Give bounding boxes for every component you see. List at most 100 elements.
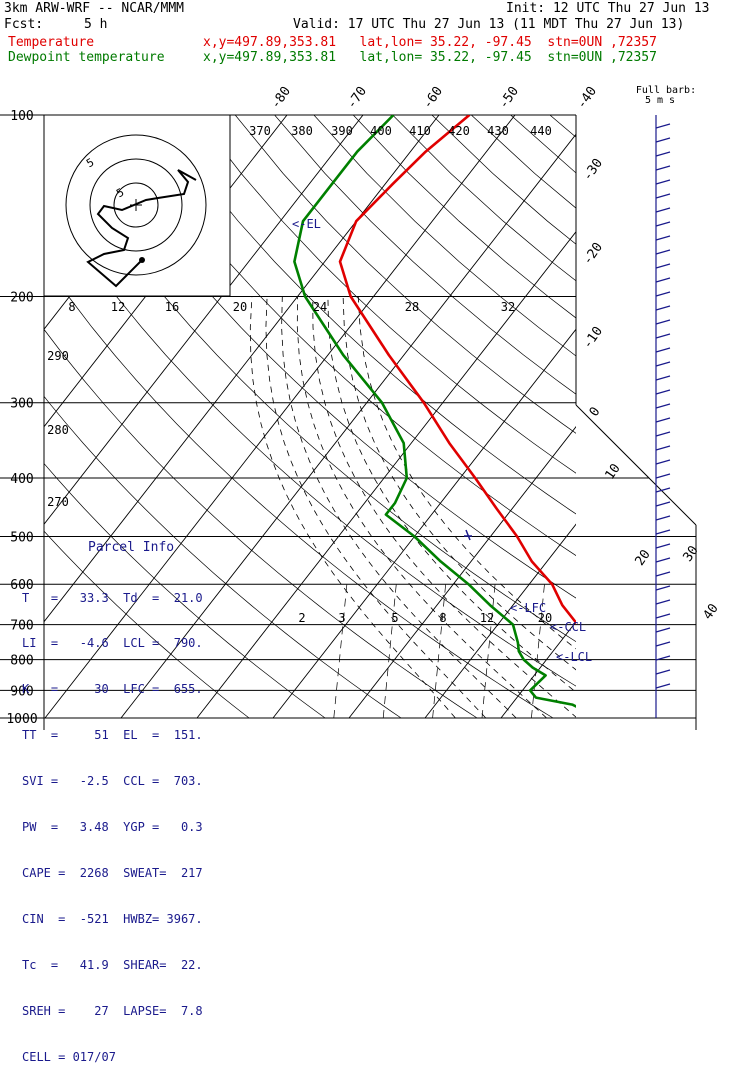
parcel-line: LI = -4.6 LCL = 790. bbox=[22, 636, 203, 651]
wind-barb bbox=[655, 305, 671, 311]
wind-barb bbox=[655, 585, 671, 591]
parcel-line: Tc = 41.9 SHEAR= 22. bbox=[22, 957, 203, 972]
temperature-tick-label: 10 bbox=[602, 461, 623, 482]
mixing-ratio-label: 16 bbox=[165, 300, 179, 314]
wind-barb bbox=[655, 529, 671, 535]
isotherm-line bbox=[500, 621, 576, 719]
wind-barb bbox=[655, 473, 671, 479]
temperature-tick-label: 20 bbox=[632, 547, 653, 568]
pressure-tick-label: 300 bbox=[10, 397, 33, 412]
dewpoint-location-info: x,y=497.89,353.81 lat,lon= 35.22, -97.45… bbox=[203, 50, 657, 65]
dry-adiabat-line bbox=[44, 192, 576, 687]
isotherm-line bbox=[348, 426, 576, 719]
theta-label: 390 bbox=[331, 124, 353, 138]
moist-adiabat-line bbox=[312, 296, 576, 718]
parcel-level-annotation: <-LCL bbox=[556, 650, 592, 664]
forecast-hours: 5 h bbox=[84, 17, 108, 32]
wind-barb bbox=[655, 291, 671, 297]
temperature-tick-label: -50 bbox=[496, 84, 522, 112]
moist-adiabat-line bbox=[281, 296, 517, 719]
wind-barb bbox=[655, 207, 671, 213]
dry-adiabat-line bbox=[44, 462, 326, 719]
dry-adiabat-line bbox=[589, 115, 740, 718]
dry-adiabat-line bbox=[77, 115, 576, 599]
wind-barb bbox=[655, 347, 671, 353]
dry-adiabat-line bbox=[116, 115, 576, 556]
parcel-line: CAPE = 2268 SWEAT= 217 bbox=[22, 865, 203, 880]
theta-label: 290 bbox=[47, 349, 69, 363]
temperature-tick-label: -10 bbox=[580, 324, 606, 352]
mixing-ratio-label: 5 bbox=[391, 611, 398, 625]
isotherm-line bbox=[272, 328, 576, 719]
parcel-line: CIN = -521 HWBZ= 3967. bbox=[22, 911, 203, 926]
forecast-label: Fcst: bbox=[4, 17, 44, 32]
dry-adiabat-line bbox=[313, 115, 576, 357]
theta-label: 380 bbox=[291, 124, 313, 138]
temperature-location-info: x,y=497.89,353.81 lat,lon= 35.22, -97.45… bbox=[203, 35, 657, 50]
dry-adiabat-line bbox=[234, 115, 576, 434]
temperature-tick-label: 30 bbox=[680, 543, 701, 564]
temperature-tick-label: 0 bbox=[587, 404, 604, 419]
theta-label: 370 bbox=[249, 124, 271, 138]
wind-barb bbox=[655, 361, 671, 367]
wind-barb bbox=[655, 193, 671, 199]
temperature-profile-line bbox=[338, 115, 576, 625]
wind-barb bbox=[655, 403, 671, 409]
wind-barb bbox=[655, 319, 671, 325]
dry-adiabat-line bbox=[629, 115, 740, 718]
mixing-ratio-label: 20 bbox=[233, 300, 247, 314]
dry-adiabat-line bbox=[44, 395, 402, 719]
barb-legend-unit: 5 m s bbox=[645, 95, 675, 106]
moist-adiabat-line bbox=[342, 296, 576, 671]
temperature-tick-label: -30 bbox=[580, 156, 606, 184]
theta-label: 280 bbox=[47, 423, 69, 437]
wind-barb bbox=[655, 599, 671, 605]
wind-barb bbox=[655, 179, 671, 185]
wind-barb bbox=[655, 669, 671, 675]
parcel-line: CELL = 017/07 bbox=[22, 1049, 116, 1064]
wind-barb bbox=[655, 641, 671, 647]
parcel-line: K = 30 LFC = 655. bbox=[22, 682, 203, 697]
mixing-ratio-label: 12 bbox=[111, 300, 125, 314]
wind-barb bbox=[655, 515, 671, 521]
wind-barb bbox=[655, 613, 671, 619]
wind-barb bbox=[655, 459, 671, 465]
mixing-ratio-label: 3 bbox=[338, 611, 345, 625]
wind-barb bbox=[655, 543, 671, 549]
dry-adiabat-line bbox=[156, 115, 576, 515]
dewpoint-profile-line bbox=[293, 115, 576, 708]
parcel-level-annotation: <-CCL bbox=[550, 620, 586, 634]
moist-adiabat-line bbox=[296, 296, 547, 719]
isotherm-line bbox=[729, 115, 740, 718]
wind-barb bbox=[655, 501, 671, 507]
valid-time: Valid: 17 UTC Thu 27 Jun 13 (11 MDT Thu … bbox=[293, 17, 685, 32]
wind-barb bbox=[655, 249, 671, 255]
pressure-tick-label: 400 bbox=[10, 472, 33, 487]
parcel-level-annotation: <-LFC bbox=[510, 601, 546, 615]
dry-adiabat-line bbox=[471, 115, 576, 209]
mixing-ratio-label: 28 bbox=[405, 300, 419, 314]
hodograph-start-dot bbox=[139, 257, 145, 263]
isotherm-line bbox=[120, 133, 576, 719]
hodograph-trace bbox=[86, 169, 197, 288]
isotherm-line bbox=[44, 115, 516, 719]
theta-label: 400 bbox=[370, 124, 392, 138]
wind-barb bbox=[655, 683, 671, 689]
dry-adiabat-line bbox=[352, 115, 576, 319]
wind-barb bbox=[655, 445, 671, 451]
wind-barb bbox=[655, 487, 671, 493]
pressure-tick-label: 900 bbox=[10, 684, 33, 699]
mixing-ratio-label: 12 bbox=[480, 611, 494, 625]
parcel-line: T = 33.3 Td = 21.0 bbox=[22, 590, 203, 605]
pressure-tick-label: 500 bbox=[10, 530, 33, 545]
isotherm-line bbox=[44, 115, 364, 526]
dry-adiabat-line bbox=[195, 115, 576, 474]
wind-barb bbox=[655, 221, 671, 227]
mixing-ratio-label: 32 bbox=[501, 300, 515, 314]
temperature-tick-label: -80 bbox=[268, 84, 294, 112]
level-marker bbox=[465, 529, 471, 541]
wind-barb bbox=[655, 123, 671, 129]
moist-adiabat-line bbox=[249, 296, 456, 719]
dry-adiabat-line bbox=[44, 123, 576, 643]
